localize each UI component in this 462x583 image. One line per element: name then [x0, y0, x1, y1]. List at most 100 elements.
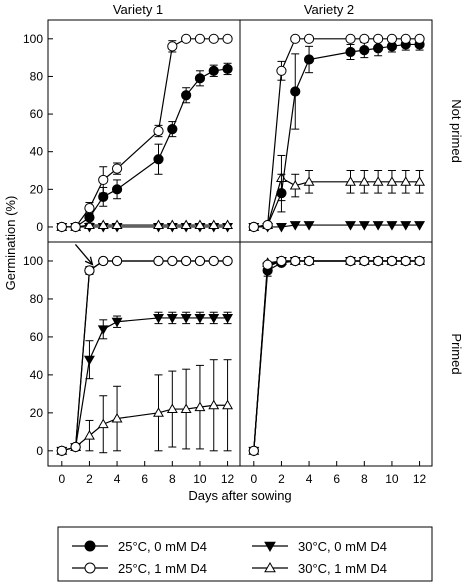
legend-marker: [84, 562, 96, 574]
data-point: [83, 355, 95, 366]
series-25-c-0-mm-d4: [56, 255, 233, 456]
data-point: [153, 219, 164, 230]
data-point: [275, 222, 287, 233]
data-point: [222, 33, 233, 44]
data-point: [167, 41, 178, 52]
y-tick-label: 40: [30, 368, 44, 382]
data-point: [262, 219, 273, 231]
data-point: [84, 203, 95, 214]
data-point: [194, 33, 206, 44]
y-tick-label: 100: [23, 32, 43, 46]
data-point: [400, 176, 412, 186]
data-point: [386, 176, 398, 186]
row-title-primed: Primed: [449, 333, 462, 374]
data-point: [153, 407, 164, 417]
series-line: [253, 260, 420, 451]
data-point: [153, 125, 164, 137]
series-line: [253, 260, 420, 451]
data-point: [400, 221, 412, 231]
data-point: [194, 219, 206, 230]
column-title-variety-2: Variety 2: [304, 2, 354, 17]
data-point: [97, 325, 109, 335]
column-title-variety-1: Variety 1: [113, 2, 163, 17]
x-tick-label: 2: [86, 472, 93, 486]
data-point: [83, 430, 95, 440]
x-tick-label: 2: [278, 472, 285, 486]
series-30-c-0-mm-d4: [56, 311, 234, 457]
panel-variety-1-primed: 0 20 40 60 80 100 0 2 4 6 8 10 12: [23, 241, 241, 486]
data-point: [372, 221, 384, 231]
data-point: [208, 399, 220, 410]
x-tick-label: 6: [141, 472, 148, 486]
y-tick-label: 100: [23, 254, 43, 268]
data-point: [166, 219, 178, 230]
data-point: [83, 219, 95, 230]
data-point: [167, 124, 178, 135]
y-tick-label: 60: [30, 330, 44, 344]
x-tick-label: 10: [193, 472, 207, 486]
data-point: [248, 445, 259, 456]
y-tick-label: 40: [30, 145, 44, 159]
legend-item-30-c-0-mm-d4: 30°C, 0 mM D4: [252, 539, 387, 554]
x-tick-label: 4: [114, 472, 121, 486]
data-point: [373, 43, 384, 54]
data-point: [345, 46, 356, 58]
legend-item-25-c-1-mm-d4: 25°C, 1 mM D4: [72, 561, 207, 576]
data-point: [303, 255, 315, 267]
data-point: [180, 313, 192, 324]
data-point: [345, 176, 356, 186]
data-point: [70, 221, 81, 233]
panel-frame: [47, 19, 241, 243]
series-25-c-1-mm-d4: [248, 33, 425, 233]
series-25-c-1-mm-d4: [56, 255, 233, 456]
y-tick-label: 0: [36, 444, 43, 458]
data-point: [70, 441, 81, 453]
data-point: [290, 255, 301, 267]
data-point: [111, 184, 123, 195]
data-point: [166, 403, 178, 414]
data-point: [303, 221, 315, 231]
panel-variety-2-not-primed: [239, 19, 433, 243]
data-point: [386, 221, 398, 231]
data-point: [359, 255, 370, 267]
arrow-annotation: [74, 244, 93, 265]
data-point: [208, 313, 220, 324]
data-point: [303, 176, 315, 186]
data-point: [111, 163, 123, 174]
data-point: [194, 73, 206, 84]
data-point: [166, 313, 178, 324]
y-tick-label: 80: [30, 69, 44, 83]
x-tick-label: 10: [385, 472, 399, 486]
series-line: [61, 404, 228, 452]
data-point: [345, 33, 356, 44]
data-point: [194, 313, 206, 324]
series-30-c-1-mm-d4: [248, 255, 426, 455]
row-title-not-primed: Not primed: [449, 99, 462, 163]
panel-variety-2-primed: 0 2 4 6 8 10 12: [239, 241, 433, 486]
data-point: [181, 90, 192, 101]
data-point: [222, 399, 234, 410]
x-tick-label: 12: [221, 472, 235, 486]
series-line: [61, 317, 228, 452]
y-tick-label: 80: [30, 292, 44, 306]
data-point: [358, 221, 370, 231]
data-point: [359, 33, 370, 44]
data-point: [222, 219, 234, 230]
y-tick-label: 20: [30, 406, 44, 420]
x-tick-label: 0: [58, 472, 65, 486]
x-tick-label: 8: [361, 472, 368, 486]
legend-marker: [84, 540, 96, 552]
y-axis-title: Germination (%): [3, 196, 18, 291]
data-point: [153, 255, 164, 267]
data-point: [303, 33, 315, 44]
data-point: [373, 255, 384, 267]
y-tick-label: 20: [30, 182, 44, 196]
data-point: [289, 179, 301, 190]
data-point: [345, 255, 356, 267]
data-point: [372, 176, 384, 186]
series-line: [61, 38, 228, 228]
data-point: [111, 255, 123, 267]
data-point: [181, 255, 192, 267]
series-30-c-0-mm-d4: [248, 221, 426, 233]
data-point: [194, 401, 206, 412]
